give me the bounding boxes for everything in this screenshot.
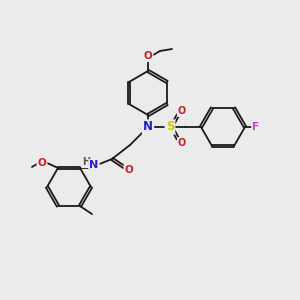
Text: N: N bbox=[143, 121, 153, 134]
Text: F: F bbox=[252, 122, 260, 132]
Text: O: O bbox=[178, 138, 186, 148]
Text: S: S bbox=[166, 121, 174, 134]
Text: O: O bbox=[124, 165, 134, 175]
Text: O: O bbox=[178, 106, 186, 116]
Text: O: O bbox=[38, 158, 46, 168]
Text: H: H bbox=[82, 157, 90, 167]
Text: O: O bbox=[144, 51, 152, 61]
Text: N: N bbox=[89, 160, 99, 170]
